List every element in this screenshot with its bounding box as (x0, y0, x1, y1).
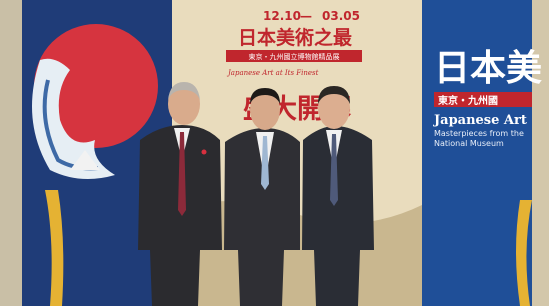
center-title: 日本美術之最 (238, 26, 353, 49)
right-english-line: National Museum (434, 139, 504, 148)
date-start: 12.10 (263, 9, 301, 23)
page: 12.10 — 03.05 日本美術之最 東京・九州國立博物館精品展 Japan… (0, 0, 549, 306)
right-english-line: Masterpieces from the (434, 129, 524, 138)
left-edge (0, 0, 22, 306)
right-title: 日本美 (434, 47, 542, 89)
photo: 12.10 — 03.05 日本美術之最 東京・九州國立博物館精品展 Japan… (0, 0, 549, 306)
right-edge (532, 0, 549, 306)
date-separator: — (300, 9, 312, 23)
pin (202, 150, 207, 155)
right-english-title: Japanese Art (433, 113, 527, 128)
right-subtitle: 東京・九州國 (438, 94, 498, 107)
date-end: 03.05 (322, 9, 360, 23)
right-banner (422, 0, 549, 306)
center-english-title: Japanese Art at Its Finest (226, 69, 319, 77)
center-subtitle: 東京・九州國立博物館精品展 (249, 52, 340, 61)
